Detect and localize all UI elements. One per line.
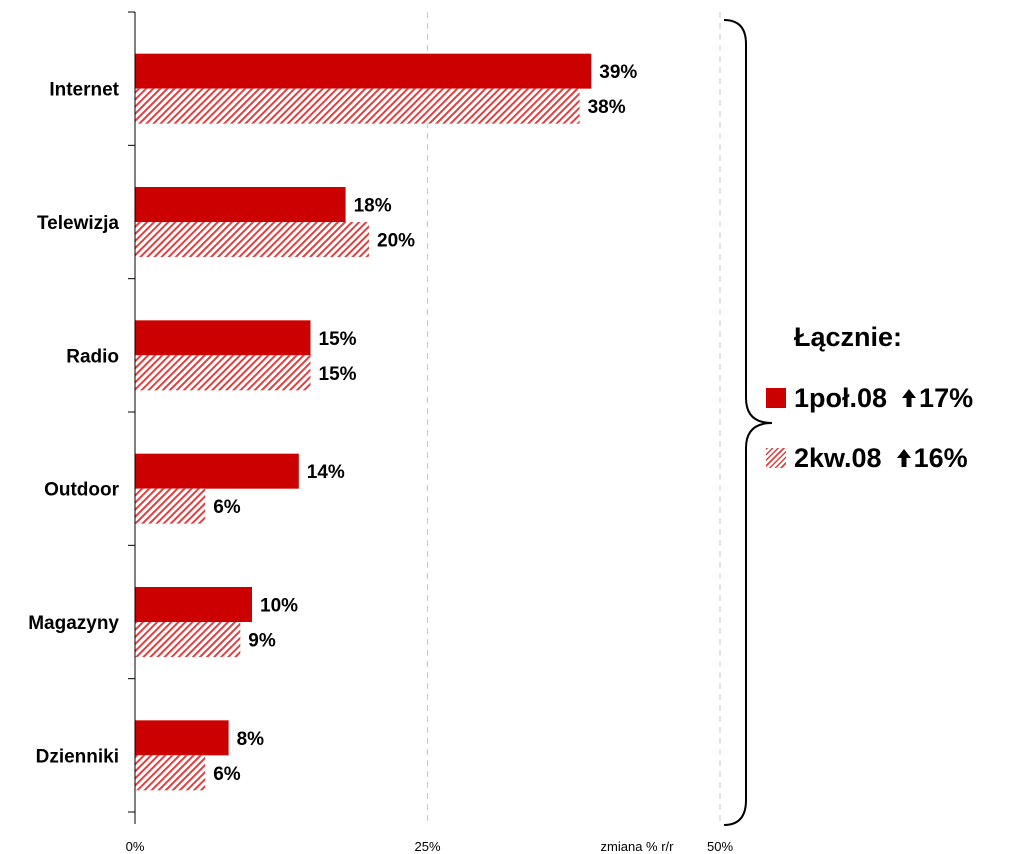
legend-item-change: 17% (919, 382, 974, 413)
data-label: 6% (213, 497, 241, 518)
bar-series-2 (135, 222, 369, 257)
category-label: Internet (49, 80, 119, 101)
bar-series-2 (135, 488, 206, 524)
x-tick-label: 50% (707, 839, 733, 854)
data-label: 39% (599, 62, 637, 83)
labels: 0% 25% 50% Internet 39% 38% Telewizja 18% 20% Rad… (28, 62, 733, 854)
category-label: Outdoor (44, 480, 120, 501)
data-label: 38% (588, 97, 626, 118)
bar-series-2 (135, 755, 206, 791)
category-label: Radio (66, 346, 119, 367)
bar-series-1 (135, 53, 592, 89)
legend-item-label: 2kw.08 (794, 442, 882, 473)
category-label: Dzienniki (36, 746, 119, 767)
x-tick-label: 25% (414, 839, 440, 854)
legend-item-change: 16% (913, 442, 968, 473)
data-label: 9% (248, 631, 276, 652)
x-axis-title: zmiana % r/r (601, 839, 675, 854)
data-label: 14% (307, 462, 345, 483)
category-label: Telewizja (37, 213, 119, 234)
legend-item-label: 1poł.08 (794, 382, 888, 413)
curly-brace (723, 19, 773, 826)
legend-item-series-1: 1poł.08 17% (766, 381, 1006, 415)
data-label: 15% (319, 364, 357, 385)
data-label: 6% (213, 764, 241, 785)
bar-series-1 (135, 587, 252, 622)
bar-series-2 (135, 88, 580, 124)
legend-swatch-hatched (766, 448, 786, 468)
bar-series-2 (135, 622, 241, 657)
legend-swatch-solid (766, 388, 786, 408)
x-tick-label: 0% (126, 839, 145, 854)
bar-series-2 (135, 355, 311, 391)
bars (135, 53, 592, 791)
bar-series-1 (135, 187, 346, 222)
y-axis (128, 11, 136, 824)
data-label: 10% (260, 596, 298, 617)
data-label: 18% (354, 196, 392, 217)
data-label: 20% (377, 231, 415, 252)
bar-series-1 (135, 720, 229, 756)
legend-item-series-2: 2kw.08 16% (766, 441, 1006, 475)
arrow-up-icon (902, 389, 917, 407)
data-label: 8% (237, 729, 265, 750)
arrow-up-icon (896, 449, 911, 467)
bar-series-1 (135, 453, 299, 489)
category-label: Magazyny (28, 613, 119, 634)
data-label: 15% (319, 329, 357, 350)
legend: Łącznie: 1poł.08 17% 2kw.08 16% (766, 322, 1006, 501)
legend-title: Łącznie: (794, 322, 903, 352)
bar-series-1 (135, 320, 311, 356)
grid-lines (427, 12, 721, 824)
